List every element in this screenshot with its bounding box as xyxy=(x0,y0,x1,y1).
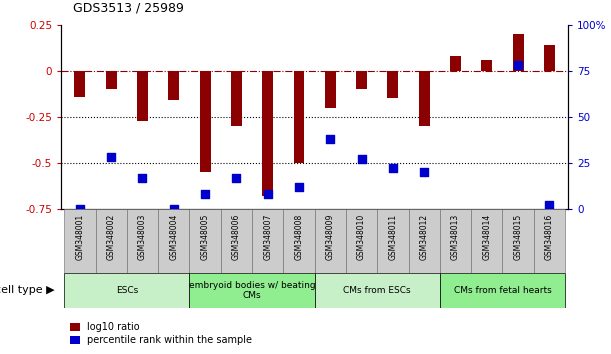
Bar xyxy=(231,71,242,126)
Point xyxy=(263,191,273,197)
Bar xyxy=(127,209,158,273)
Point xyxy=(544,202,554,208)
Bar xyxy=(534,209,565,273)
Text: GSM348002: GSM348002 xyxy=(107,214,115,260)
Point xyxy=(513,62,523,68)
Text: GSM348013: GSM348013 xyxy=(451,214,460,260)
Text: cell type ▶: cell type ▶ xyxy=(0,285,55,295)
Legend: log10 ratio, percentile rank within the sample: log10 ratio, percentile rank within the … xyxy=(66,319,256,349)
Bar xyxy=(158,209,189,273)
Bar xyxy=(325,71,336,108)
Bar xyxy=(471,209,502,273)
Bar xyxy=(440,273,565,308)
Bar xyxy=(293,71,304,163)
Text: GSM348007: GSM348007 xyxy=(263,214,273,260)
Bar xyxy=(284,209,315,273)
Point xyxy=(357,156,367,162)
Bar xyxy=(221,209,252,273)
Text: GSM348010: GSM348010 xyxy=(357,214,366,260)
Point xyxy=(232,175,241,181)
Bar xyxy=(502,209,534,273)
Point xyxy=(326,136,335,142)
Bar xyxy=(450,56,461,71)
Point xyxy=(169,206,178,212)
Bar xyxy=(262,71,273,196)
Bar xyxy=(315,209,346,273)
Point xyxy=(419,169,429,175)
Bar xyxy=(440,209,471,273)
Bar xyxy=(95,209,127,273)
Text: GDS3513 / 25989: GDS3513 / 25989 xyxy=(73,1,184,14)
Bar xyxy=(315,273,440,308)
Point xyxy=(106,154,116,160)
Text: GSM348016: GSM348016 xyxy=(545,214,554,260)
Point xyxy=(200,191,210,197)
Bar xyxy=(64,209,95,273)
Text: GSM348011: GSM348011 xyxy=(389,214,397,260)
Text: GSM348012: GSM348012 xyxy=(420,214,429,260)
Text: GSM348009: GSM348009 xyxy=(326,214,335,260)
Bar xyxy=(481,60,492,71)
Text: GSM348014: GSM348014 xyxy=(482,214,491,260)
Bar xyxy=(409,209,440,273)
Bar xyxy=(387,71,398,98)
Text: GSM348001: GSM348001 xyxy=(75,214,84,260)
Point xyxy=(294,184,304,190)
Text: GSM348006: GSM348006 xyxy=(232,214,241,260)
Bar xyxy=(419,71,430,126)
Point xyxy=(75,206,85,212)
Bar xyxy=(513,34,524,71)
Bar xyxy=(544,45,555,71)
Bar xyxy=(356,71,367,89)
Text: CMs from fetal hearts: CMs from fetal hearts xyxy=(453,286,551,295)
Text: GSM348008: GSM348008 xyxy=(295,214,304,260)
Text: ESCs: ESCs xyxy=(115,286,138,295)
Text: embryoid bodies w/ beating
CMs: embryoid bodies w/ beating CMs xyxy=(189,281,315,300)
Bar xyxy=(137,71,148,120)
Bar xyxy=(200,71,211,172)
Text: GSM348015: GSM348015 xyxy=(514,214,522,260)
Point xyxy=(388,166,398,171)
Text: GSM348003: GSM348003 xyxy=(138,214,147,260)
Text: GSM348005: GSM348005 xyxy=(200,214,210,260)
Point xyxy=(137,175,147,181)
Bar xyxy=(377,209,409,273)
Bar xyxy=(346,209,377,273)
Bar xyxy=(168,71,179,100)
Bar xyxy=(75,71,86,97)
Bar xyxy=(189,273,315,308)
Bar xyxy=(252,209,284,273)
Text: GSM348004: GSM348004 xyxy=(169,214,178,260)
Text: CMs from ESCs: CMs from ESCs xyxy=(343,286,411,295)
Bar xyxy=(64,273,189,308)
Bar xyxy=(189,209,221,273)
Bar xyxy=(106,71,117,89)
